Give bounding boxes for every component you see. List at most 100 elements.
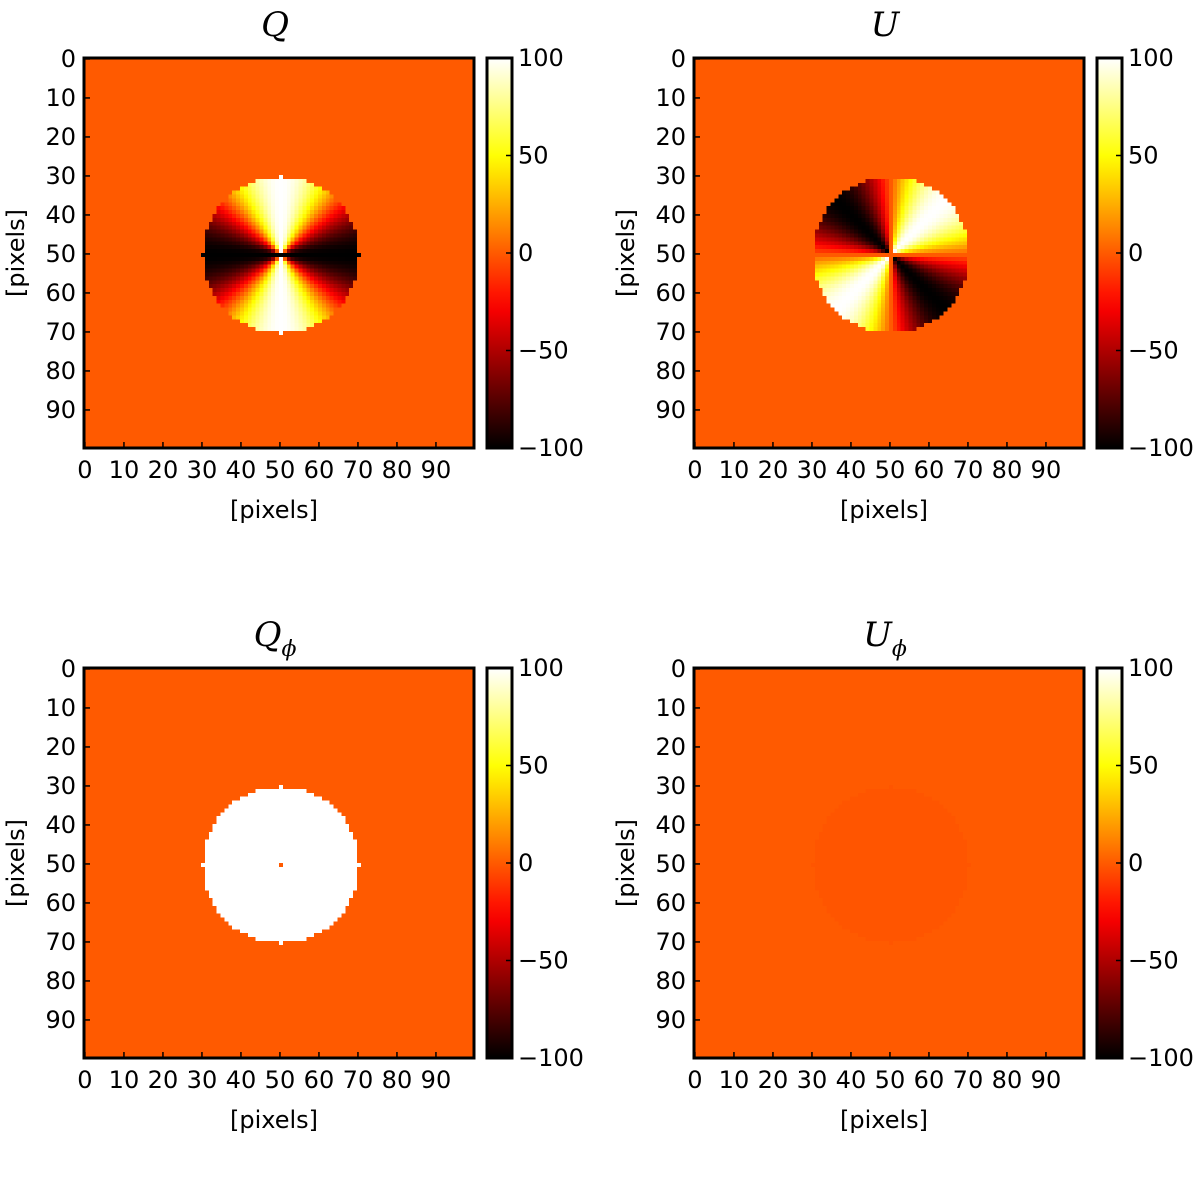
panel-u-phi: 0 10 20 30 40 50 60 70 80 90 0 10 20 30 40 50 60 70 80 90 [p… [610, 610, 1200, 1180]
y-tick-label: 10 [45, 694, 76, 722]
y-tick-label: 80 [655, 967, 686, 995]
x-tick-label: 80 [382, 456, 413, 484]
colorbar-tick-label: 0 [1128, 239, 1143, 267]
x-tick-label: 0 [687, 456, 702, 484]
x-tick-label: 80 [382, 1066, 413, 1094]
colorbar-tick-label: −50 [1128, 337, 1179, 365]
x-tick-label: 50 [265, 456, 296, 484]
x-tick-label: 50 [875, 1066, 906, 1094]
y-axis-label: [pixels] [2, 209, 30, 297]
x-tick-label: 30 [187, 1066, 218, 1094]
x-tick-label: 0 [77, 1066, 92, 1094]
y-tick-label: 50 [45, 850, 76, 878]
chart-svg: 0 10 20 30 40 50 60 70 80 90 0 10 20 30 40 50 60 70 80 90 [p… [2, 5, 584, 524]
axes-frame [82, 56, 476, 450]
y-tick-label: 30 [655, 162, 686, 190]
y-tick-label: 0 [61, 655, 76, 683]
colorbar-tick-label: 50 [1128, 142, 1159, 170]
colorbar-tick-label: −100 [1128, 1044, 1194, 1072]
heatmap-image [84, 668, 474, 1058]
y-tick-label: 60 [45, 889, 76, 917]
y-tick-label: 70 [655, 318, 686, 346]
x-axis-label: [pixels] [230, 1106, 318, 1134]
x-tick-label: 30 [797, 456, 828, 484]
x-tick-label: 90 [421, 1066, 452, 1094]
y-tick-label: 80 [45, 967, 76, 995]
chart-svg: 0 10 20 30 40 50 60 70 80 90 0 10 20 30 40 50 60 70 80 90 [p… [2, 615, 584, 1134]
y-tick-label: 0 [671, 45, 686, 73]
x-tick-label: 0 [687, 1066, 702, 1094]
y-tick-label: 80 [655, 357, 686, 385]
x-tick-label: 20 [758, 1066, 789, 1094]
axes-frame [692, 666, 1086, 1060]
y-tick-label: 10 [45, 84, 76, 112]
colorbar-tick-label: 50 [518, 142, 549, 170]
y-tick-label: 30 [45, 772, 76, 800]
y-tick-label: 60 [655, 889, 686, 917]
x-tick-label: 70 [953, 456, 984, 484]
heatmap-image [694, 58, 1084, 448]
x-axis-label: [pixels] [840, 1106, 928, 1134]
x-tick-label: 30 [187, 456, 218, 484]
x-tick-label: 60 [914, 456, 945, 484]
y-tick-label: 40 [655, 811, 686, 839]
chart-svg: 0 10 20 30 40 50 60 70 80 90 0 10 20 30 40 50 60 70 80 90 [p… [612, 5, 1194, 524]
colorbar-tick-label: 100 [518, 654, 564, 682]
colorbar-tick-label: 100 [1128, 654, 1174, 682]
colorbar-tick-label: −50 [1128, 947, 1179, 975]
axes-frame [82, 666, 476, 1060]
colorbar-tick-label: −50 [518, 337, 569, 365]
y-tick-label: 50 [655, 850, 686, 878]
y-tick-label: 10 [655, 84, 686, 112]
colorbar-tick-label: 0 [518, 239, 533, 267]
y-tick-label: 90 [45, 1006, 76, 1034]
x-axis-label: [pixels] [840, 496, 928, 524]
y-tick-label: 40 [655, 201, 686, 229]
x-tick-label: 0 [77, 456, 92, 484]
x-tick-label: 10 [109, 456, 140, 484]
heatmap-image [694, 668, 1084, 1058]
y-tick-label: 20 [45, 733, 76, 761]
x-tick-label: 10 [719, 456, 750, 484]
y-tick-label: 0 [671, 655, 686, 683]
chart-title-subscript: ϕ [281, 637, 296, 662]
x-tick-label: 60 [304, 1066, 335, 1094]
panel-q-phi: 0 10 20 30 40 50 60 70 80 90 0 10 20 30 40 50 60 70 80 90 [p… [0, 610, 600, 1180]
x-tick-label: 20 [148, 456, 179, 484]
panel-q: 0 10 20 30 40 50 60 70 80 90 0 10 20 30 40 50 60 70 80 90 [p… [0, 0, 600, 570]
y-tick-label: 30 [655, 772, 686, 800]
chart-title-subscript: ϕ [892, 637, 907, 662]
colorbar-tick-label: 0 [518, 849, 533, 877]
x-tick-label: 30 [797, 1066, 828, 1094]
x-tick-label: 70 [343, 456, 374, 484]
y-tick-label: 70 [45, 318, 76, 346]
y-tick-label: 10 [655, 694, 686, 722]
y-tick-label: 90 [655, 396, 686, 424]
colorbar-tick-label: −50 [518, 947, 569, 975]
y-tick-label: 90 [45, 396, 76, 424]
y-tick-label: 60 [45, 279, 76, 307]
y-tick-label: 20 [655, 733, 686, 761]
colorbar-tick-label: 50 [1128, 752, 1159, 780]
y-axis-label: [pixels] [2, 819, 30, 907]
chart-svg: 0 10 20 30 40 50 60 70 80 90 0 10 20 30 40 50 60 70 80 90 [p… [612, 615, 1194, 1134]
x-tick-label: 20 [148, 1066, 179, 1094]
colorbar-tick-label: 100 [518, 44, 564, 72]
x-tick-label: 80 [992, 1066, 1023, 1094]
y-tick-label: 60 [655, 279, 686, 307]
x-tick-label: 60 [914, 1066, 945, 1094]
y-tick-label: 20 [655, 123, 686, 151]
y-tick-label: 40 [45, 201, 76, 229]
y-tick-label: 40 [45, 811, 76, 839]
y-tick-label: 70 [655, 928, 686, 956]
panel-u: 0 10 20 30 40 50 60 70 80 90 0 10 20 30 40 50 60 70 80 90 [p… [610, 0, 1200, 570]
x-tick-label: 40 [226, 456, 257, 484]
figure: 0 10 20 30 40 50 60 70 80 90 0 10 20 30 40 50 60 70 80 90 [p… [0, 0, 1200, 1134]
x-tick-label: 50 [875, 456, 906, 484]
x-tick-label: 40 [836, 456, 867, 484]
x-tick-label: 40 [226, 1066, 257, 1094]
colorbar-tick-label: 0 [1128, 849, 1143, 877]
x-tick-label: 70 [953, 1066, 984, 1094]
colorbar-tick-label: −100 [518, 1044, 584, 1072]
chart-title: Qϕ [254, 615, 297, 662]
